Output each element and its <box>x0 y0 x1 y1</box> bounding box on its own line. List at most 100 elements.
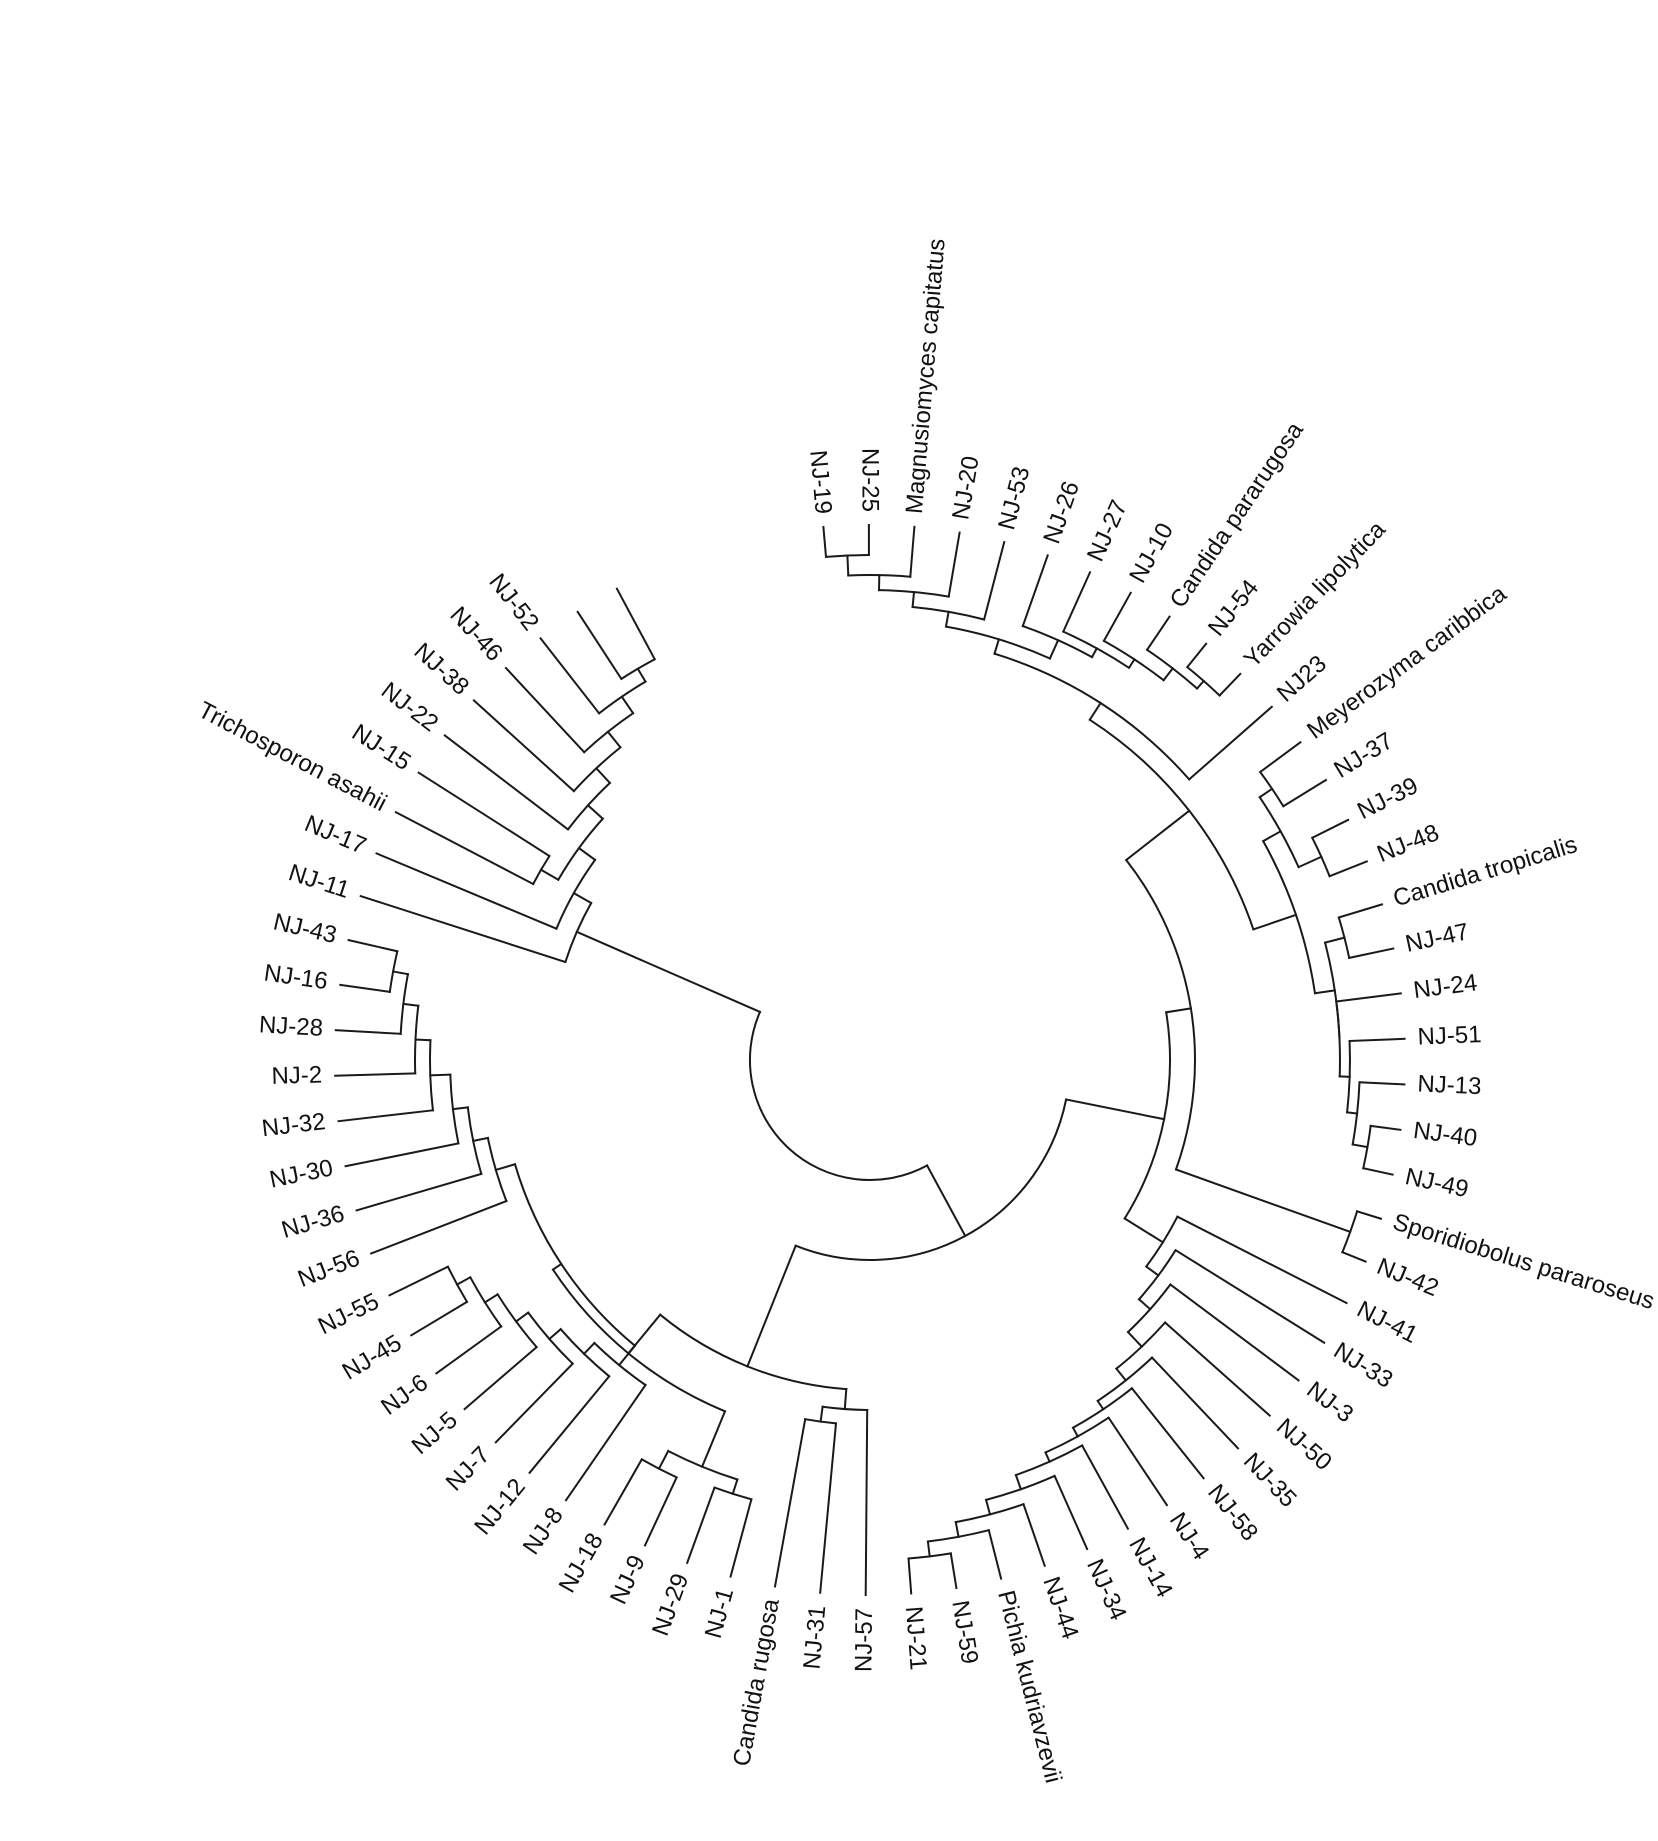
leaf-branch <box>334 1072 417 1077</box>
leaf-branch <box>1348 1037 1406 1043</box>
leaf-label: NJ-45 <box>338 1329 407 1385</box>
leaf-branch <box>1107 1416 1169 1507</box>
internal-branch <box>954 1520 960 1538</box>
leaf-branch <box>1021 554 1049 628</box>
leaf-branch <box>685 1486 716 1565</box>
leaf-label: NJ-36 <box>279 1200 348 1244</box>
leaf-label: NJ-33 <box>1329 1337 1398 1394</box>
internal-branch <box>1096 1399 1105 1411</box>
leaf-branch <box>443 733 570 831</box>
internal-branch <box>594 766 612 785</box>
leaf-label: NJ-39 <box>1353 772 1422 825</box>
internal-branch <box>636 667 647 683</box>
internal-branch <box>539 868 560 882</box>
internal-branch <box>843 1388 848 1411</box>
leaf-branch <box>347 938 399 953</box>
leaf-label: NJ-48 <box>1373 819 1442 868</box>
leaf-label: NJ-8 <box>518 1503 569 1560</box>
internal-branch <box>1048 638 1060 660</box>
leaf-label: NJ-21 <box>900 1605 932 1671</box>
leaf-label: NJ-4 <box>1164 1508 1215 1565</box>
internal-branch <box>944 610 950 628</box>
internal-branch <box>586 803 605 821</box>
leaf-label: NJ-46 <box>444 602 507 667</box>
leaf-branch <box>355 1172 483 1212</box>
internal-branch <box>577 846 597 862</box>
leaf-label: NJ-35 <box>1238 1448 1302 1513</box>
leaf-label: NJ-24 <box>1412 969 1479 1004</box>
leaf-branch <box>1337 903 1384 919</box>
leaf-branch <box>369 1199 508 1255</box>
internal-branch <box>451 1106 469 1111</box>
internal-branch <box>402 1002 420 1007</box>
internal-branch <box>1195 679 1206 690</box>
leaf-label: NJ-43 <box>271 908 339 949</box>
internal-branch <box>1345 1111 1359 1115</box>
leaf-branch <box>1061 570 1092 633</box>
internal-branch <box>620 695 635 715</box>
leaf-label: NJ-40 <box>1412 1117 1479 1152</box>
leaf-branch <box>564 1383 647 1502</box>
internal-branch <box>414 1038 432 1042</box>
internal-branch <box>514 1311 530 1323</box>
leaf-branch <box>603 1458 644 1526</box>
leaf-branch <box>947 531 961 598</box>
internal-branch <box>819 1405 824 1423</box>
leaf-branch <box>907 1557 913 1595</box>
internal-branch <box>984 1498 992 1516</box>
leaf-label: NJ-11 <box>285 859 353 904</box>
internal-branch <box>551 1262 563 1271</box>
leaf-branch <box>822 525 828 558</box>
leaf-label: NJ-51 <box>1417 1021 1482 1051</box>
leaf-label: NJ-1 <box>700 1585 739 1641</box>
internal-branch <box>1088 701 1102 722</box>
leaf-branch <box>982 540 1006 621</box>
leaf-branch <box>1362 1167 1394 1176</box>
internal-branch <box>1313 989 1336 995</box>
leaf-branch <box>463 1345 539 1411</box>
internal-branch <box>708 1409 727 1450</box>
leaf-label: NJ-30 <box>267 1154 335 1193</box>
leaf-branch <box>339 983 391 994</box>
leaf-branch <box>987 1528 1003 1580</box>
leaf-label: Candida rugosa <box>728 1596 785 1768</box>
internal-branch <box>1174 1168 1352 1234</box>
leaf-label: NJ-13 <box>1417 1070 1482 1100</box>
internal-branch <box>993 638 1001 655</box>
leaf-label: NJ-28 <box>258 1011 323 1042</box>
internal-branch <box>1114 1367 1128 1382</box>
leaf-label: NJ-15 <box>347 719 416 776</box>
internal-branch <box>911 591 916 609</box>
leaf-branch <box>643 1476 678 1547</box>
internal-branch <box>626 1313 662 1355</box>
leaf-label: NJ-58 <box>1202 1479 1263 1546</box>
leaf-label: NJ-26 <box>1038 478 1085 547</box>
leaf-label: NJ-57 <box>850 1608 878 1672</box>
leaf-label: NJ-18 <box>554 1529 609 1598</box>
leaf-label: NJ-59 <box>946 1598 983 1666</box>
internal-branch <box>1071 1426 1080 1438</box>
leaf-branch <box>1102 591 1133 643</box>
leaf-branch <box>1022 1502 1046 1567</box>
tree-arc <box>749 1010 929 1181</box>
leaf-branch <box>1281 778 1328 808</box>
leaf-branch <box>864 1408 869 1597</box>
leaf-branch <box>334 1029 402 1035</box>
leaf-branch <box>949 1552 958 1590</box>
leaf-label: NJ-17 <box>301 810 370 860</box>
internal-branch <box>1127 658 1136 670</box>
leaf-branch <box>819 1422 838 1594</box>
leaf-label: NJ-20 <box>947 454 984 522</box>
leaf-label: NJ-5 <box>407 1406 463 1460</box>
internal-branch <box>1351 1143 1369 1149</box>
leaf-branch <box>1355 1210 1383 1220</box>
internal-branch <box>926 1540 931 1558</box>
leaf-label: NJ-2 <box>271 1061 322 1089</box>
leaf-branch <box>394 810 535 886</box>
leaf-branch <box>1185 642 1208 669</box>
internal-branch <box>1014 1473 1023 1491</box>
leaf-label: NJ-31 <box>798 1604 831 1670</box>
internal-branch <box>1261 829 1282 843</box>
internal-branch <box>1123 1217 1152 1236</box>
internal-branch <box>1144 1265 1160 1277</box>
